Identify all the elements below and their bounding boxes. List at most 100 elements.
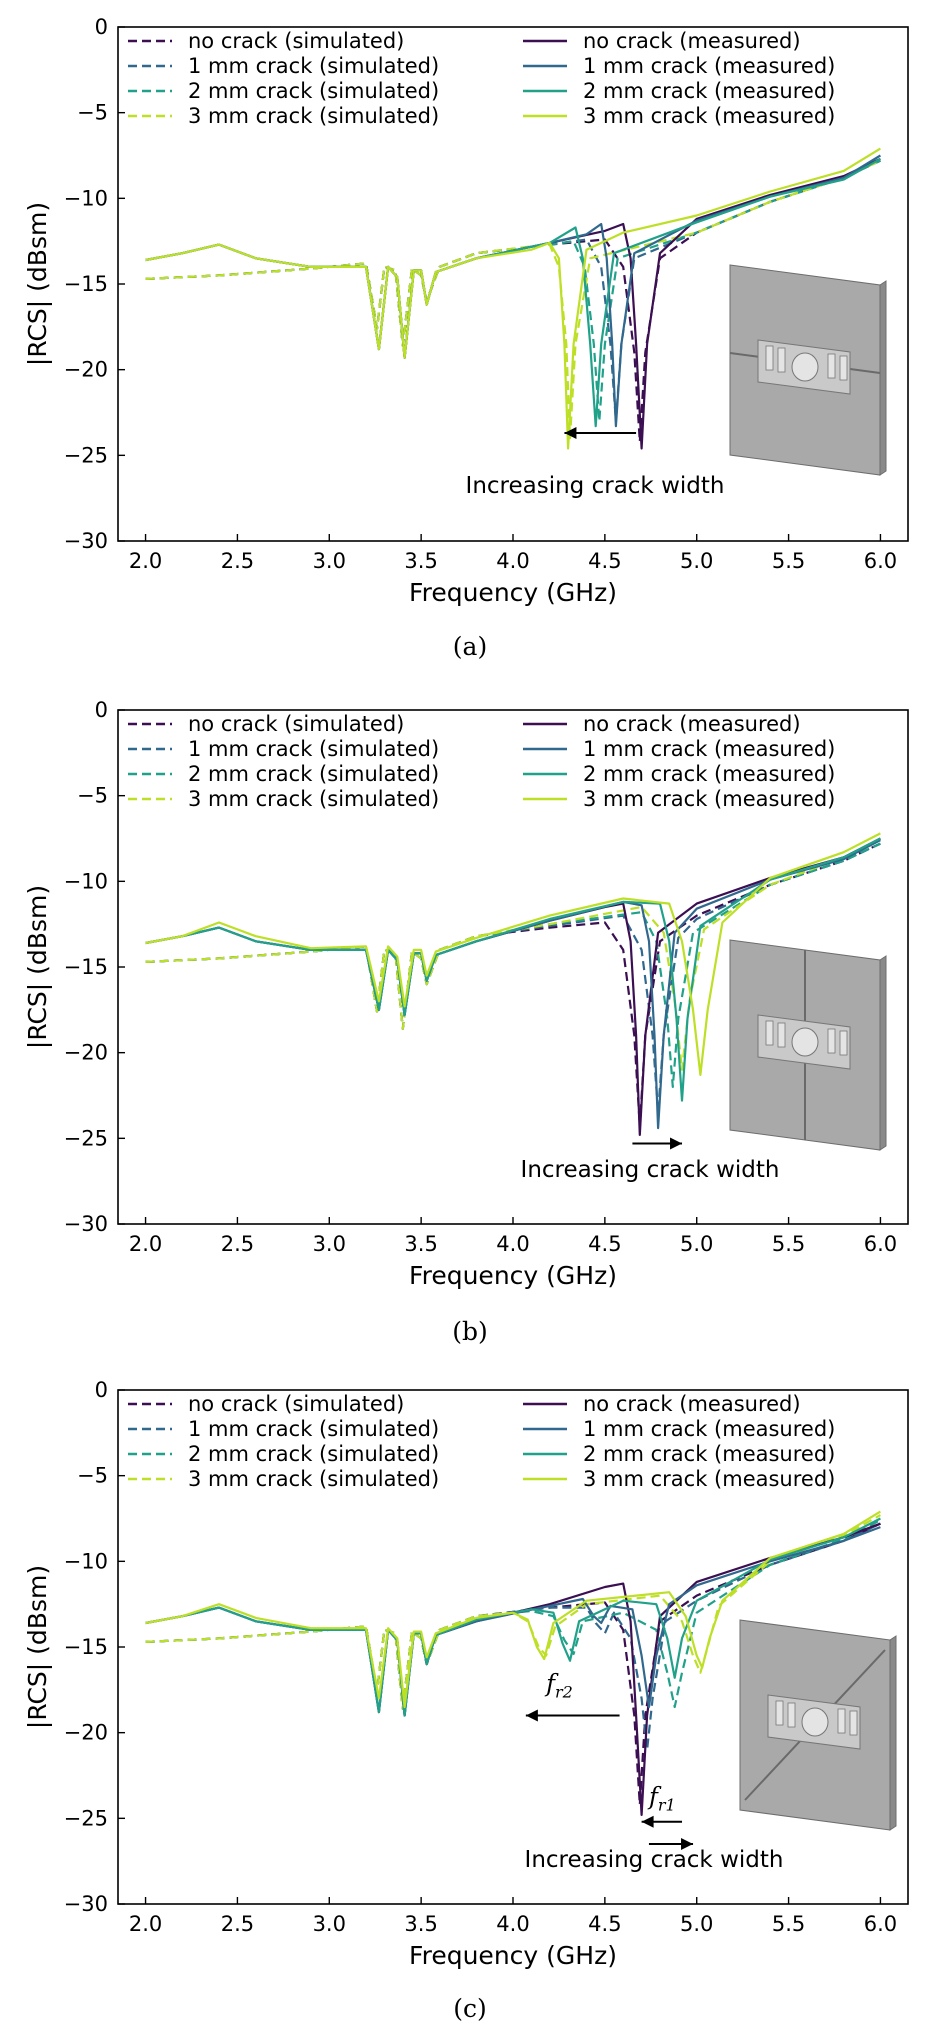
x-tick-label: 3.5 (404, 1232, 437, 1256)
x-axis-label: Frequency (GHz) (409, 1261, 617, 1290)
specimen-edge (879, 280, 887, 476)
legend-entry: 3 mm crack (measured) (583, 787, 835, 811)
sensor-slot (765, 1020, 774, 1046)
x-tick-label: 4.5 (588, 1912, 621, 1936)
y-tick-label: −10 (64, 1549, 108, 1573)
x-tick-label: 3.5 (404, 549, 437, 573)
y-tick-label: 0 (95, 1378, 108, 1402)
x-tick-label: 5.5 (772, 549, 805, 573)
x-tick-label: 4.0 (496, 549, 529, 573)
series-line-8 (145, 147, 881, 450)
series-line-8 (145, 832, 881, 1076)
sensor-slot (839, 1030, 848, 1056)
x-tick-label: 3.0 (313, 1912, 346, 1936)
annotation-text: Increasing crack width (525, 1847, 784, 1873)
y-tick-label: −15 (64, 272, 108, 296)
legend-entry: no crack (simulated) (188, 29, 404, 53)
legend-entry: 2 mm crack (measured) (583, 1442, 835, 1466)
panel-caption: (a) (453, 632, 487, 661)
panel-caption: (c) (453, 1994, 487, 2023)
legend-entry: no crack (simulated) (188, 712, 404, 736)
chart-panel-3: 2.0 2.5 3.0 3.5 4.0 4.5 5.0 5.5 6.0 0 −5 −10 −15 −20 −… (23, 1378, 909, 2023)
x-tick-label: 4.5 (588, 549, 621, 573)
specimen-illustration (729, 939, 887, 1151)
x-tick-label: 3.0 (313, 549, 346, 573)
width-arrow-head (681, 1838, 694, 1851)
legend-entry: 2 mm crack (measured) (583, 79, 835, 103)
series-group (145, 147, 881, 450)
x-tick-label: 5.0 (680, 1912, 713, 1936)
annotation-text: Increasing crack width (466, 473, 725, 499)
legend-entry: 3 mm crack (simulated) (188, 104, 439, 128)
fr1-label: fr1 (647, 1783, 676, 1815)
x-tick-label: 2.5 (221, 1232, 254, 1256)
x-tick-label: 2.0 (129, 1232, 162, 1256)
x-tick-label: 5.5 (772, 1232, 805, 1256)
y-tick-label: −30 (64, 1892, 108, 1916)
legend-entry: 1 mm crack (measured) (583, 737, 835, 761)
y-tick-label: −10 (64, 186, 108, 210)
sensor-slot (827, 353, 836, 379)
x-tick-label: 6.0 (864, 1232, 897, 1256)
legend-entry: no crack (simulated) (188, 1392, 404, 1416)
sensor-slot (787, 1702, 796, 1728)
panel-caption: (b) (452, 1317, 488, 1346)
specimen-edge (879, 955, 887, 1151)
x-tick-label: 4.5 (588, 1232, 621, 1256)
legend-entry: 3 mm crack (simulated) (188, 1467, 439, 1491)
series-line-4 (145, 159, 881, 440)
y-tick-label: −30 (64, 529, 108, 553)
chart-panel-2: 2.0 2.5 3.0 3.5 4.0 4.5 5.0 5.5 6.0 0 −5 −10 −15 −20 −… (23, 698, 909, 1346)
specimen-illustration (739, 1619, 897, 1831)
sensor-patch (791, 352, 819, 382)
legend-entry: no crack (measured) (583, 1392, 801, 1416)
sensor-slot (777, 347, 786, 373)
series-group (145, 1510, 881, 1816)
x-tick-label: 3.5 (404, 1912, 437, 1936)
x-tick-label: 2.5 (221, 1912, 254, 1936)
y-axis-label: |RCS| (dBsm) (23, 202, 52, 366)
y-tick-label: −10 (64, 869, 108, 893)
y-tick-label: 0 (95, 698, 108, 722)
fr1-arrow-head (641, 1815, 654, 1828)
sensor-patch (791, 1027, 819, 1057)
sensor-slot (827, 1028, 836, 1054)
series-line-2 (145, 1522, 881, 1751)
legend-entry: 1 mm crack (measured) (583, 54, 835, 78)
sensor-slot (765, 345, 774, 371)
y-axis-label: |RCS| (dBsm) (23, 885, 52, 1049)
specimen-edge (889, 1635, 897, 1831)
x-tick-label: 3.0 (313, 1232, 346, 1256)
y-tick-label: −20 (64, 358, 108, 382)
y-tick-label: −20 (64, 1721, 108, 1745)
sensor-slot (849, 1710, 858, 1736)
x-tick-label: 5.5 (772, 1912, 805, 1936)
legend-entry: 2 mm crack (simulated) (188, 79, 439, 103)
legend-entry: 3 mm crack (measured) (583, 104, 835, 128)
series-line-7 (145, 1517, 881, 1717)
sensor-slot (777, 1022, 786, 1048)
y-tick-label: −15 (64, 1635, 108, 1659)
legend-entry: no crack (measured) (583, 29, 801, 53)
legend-entry: 3 mm crack (simulated) (188, 787, 439, 811)
sensor-slot (837, 1708, 846, 1734)
legend-entry: 1 mm crack (simulated) (188, 737, 439, 761)
x-tick-label: 2.0 (129, 1912, 162, 1936)
x-tick-label: 4.0 (496, 1232, 529, 1256)
legend-entry: 2 mm crack (simulated) (188, 1442, 439, 1466)
fr2-arrow-head (525, 1709, 538, 1722)
x-tick-label: 6.0 (864, 549, 897, 573)
legend-entry: 3 mm crack (measured) (583, 1467, 835, 1491)
y-tick-label: −15 (64, 955, 108, 979)
y-tick-label: −25 (64, 443, 108, 467)
fr2-label: fr2 (544, 1670, 573, 1702)
legend-entry: 2 mm crack (simulated) (188, 762, 439, 786)
trend-arrow-head (670, 1137, 683, 1150)
sensor-slot (775, 1700, 784, 1726)
x-tick-label: 5.0 (680, 1232, 713, 1256)
y-tick-label: 0 (95, 15, 108, 39)
y-tick-label: −25 (64, 1806, 108, 1830)
y-tick-label: −25 (64, 1126, 108, 1150)
x-tick-label: 5.0 (680, 549, 713, 573)
series-line-8 (145, 1510, 881, 1709)
